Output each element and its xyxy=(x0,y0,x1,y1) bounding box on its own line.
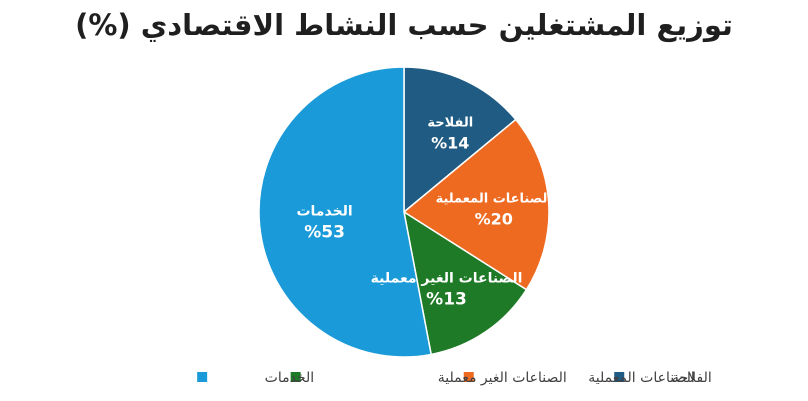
pie-slice xyxy=(402,118,550,291)
slice-value-label: %13 xyxy=(426,289,467,309)
chart-title: توزيع المشتغلين حسب النشاط الاقتصادي (%) xyxy=(75,8,733,42)
slice-category-label: الصناعات المعملية xyxy=(436,191,552,206)
slice-category-label: الصناعات الغير معملية xyxy=(371,270,523,286)
slice-value-label: %20 xyxy=(475,209,513,228)
slice-value-label: %53 xyxy=(304,223,345,243)
legend-label: الصناعات الغير معملية xyxy=(438,370,567,386)
legend-swatch xyxy=(197,372,208,382)
slice-category-label: الفلاحة xyxy=(427,116,473,131)
pie-slice xyxy=(403,66,517,214)
legend-swatch xyxy=(290,372,301,382)
slice-category-label: الخدمات xyxy=(296,204,352,220)
slice-value-label: %14 xyxy=(431,134,469,153)
legend-swatch xyxy=(614,372,625,382)
legend-label: الصناعات المعملية xyxy=(588,370,695,386)
pie-slice xyxy=(402,210,528,356)
legend-swatch xyxy=(463,372,474,382)
pie-slice xyxy=(258,66,433,358)
legend-label: الخدمات xyxy=(265,370,315,386)
legend-label: الفلاحة xyxy=(672,370,712,386)
